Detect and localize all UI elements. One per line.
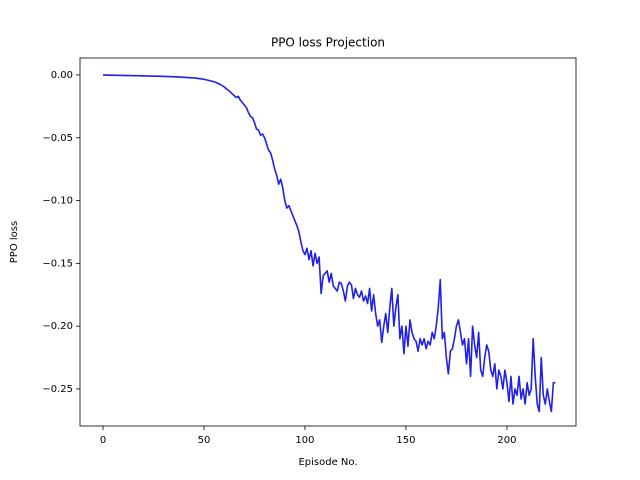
chart-title: PPO loss Projection <box>271 36 385 50</box>
x-tick-label: 0 <box>100 435 106 446</box>
x-tick-label: 200 <box>497 435 516 446</box>
x-tick-label: 150 <box>396 435 415 446</box>
y-tick-label: −0.20 <box>42 321 73 332</box>
axes-frame <box>79 57 577 427</box>
y-tick-label: −0.05 <box>42 133 73 144</box>
x-tick-label: 50 <box>198 435 211 446</box>
data-line <box>102 74 556 413</box>
y-tick-label: −0.10 <box>42 196 73 207</box>
y-tick-label: −0.25 <box>42 384 73 395</box>
y-tick-label: −0.15 <box>42 258 73 269</box>
y-tick-label: 0.00 <box>51 70 73 81</box>
x-axis-label: Episode No. <box>298 457 357 468</box>
x-tick-label: 100 <box>295 435 314 446</box>
y-axis-label: PPO loss <box>9 221 20 263</box>
